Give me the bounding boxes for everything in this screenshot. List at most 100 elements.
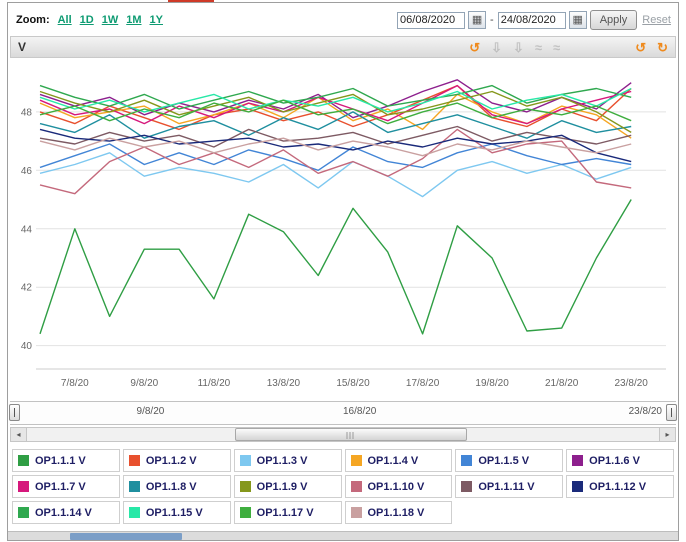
annotation-icon-1[interactable]: ≈ <box>534 39 543 55</box>
legend-label: OP1.1.8 V <box>145 480 197 493</box>
legend-item[interactable]: OP1.1.2 V <box>122 449 231 472</box>
zoom-controls: Zoom: All 1D 1W 1M 1Y <box>16 14 163 26</box>
svg-text:44: 44 <box>21 224 33 235</box>
chart-scrollbar[interactable]: ◂ ▸ <box>10 427 676 442</box>
legend-swatch-icon <box>18 481 29 492</box>
legend-item[interactable]: OP1.1.4 V <box>344 449 453 472</box>
legend-label: OP1.1.18 V <box>367 506 425 519</box>
svg-text:21/8/20: 21/8/20 <box>545 378 579 389</box>
range-navigator[interactable]: 9/8/20 16/8/20 23/8/20 <box>9 401 677 425</box>
legend-label: OP1.1.9 V <box>256 480 308 493</box>
page-scrollbar[interactable] <box>8 531 678 540</box>
legend-item[interactable]: OP1.1.17 V <box>233 501 342 524</box>
legend-item[interactable]: OP1.1.8 V <box>122 475 231 498</box>
legend-swatch-icon <box>239 481 251 492</box>
line-chart[interactable]: 40 42 44 46 48 7/8/20 9/8/20 11/8/20 13/8/20 15/8… <box>10 59 676 399</box>
chart-panel: Zoom: All 1D 1W 1M 1Y ▦ - ▦ Apply Reset V ↺ ⇩… <box>7 2 679 541</box>
legend-item[interactable]: OP1.1.15 V <box>122 501 231 524</box>
legend-item[interactable]: OP1.1.10 V <box>344 475 453 498</box>
zoom-all-button[interactable]: All <box>57 14 72 26</box>
legend-label: OP1.1.12 V <box>589 480 647 493</box>
calendar-from-icon[interactable]: ▦ <box>468 11 487 29</box>
zoom-1w-button[interactable]: 1W <box>101 14 119 26</box>
legend-label: OP1.1.7 V <box>35 480 86 493</box>
svg-text:13/8/20: 13/8/20 <box>267 378 301 389</box>
scroll-right-icon[interactable]: ▸ <box>659 428 675 441</box>
svg-text:9/8/20: 9/8/20 <box>130 378 158 389</box>
annotation-icon-2[interactable]: ≈ <box>553 39 561 55</box>
svg-text:42: 42 <box>21 283 33 294</box>
legend-label: OP1.1.1 V <box>35 454 86 467</box>
zoom-1d-button[interactable]: 1D <box>79 14 94 26</box>
navigator-label: 23/8/20 <box>628 406 662 417</box>
legend-swatch-icon <box>350 481 362 492</box>
legend-swatch-icon <box>18 507 29 518</box>
navigator-label: 9/8/20 <box>136 406 165 417</box>
rotate-left-icon[interactable]: ↺ <box>635 39 647 55</box>
legend-label: OP1.1.17 V <box>256 506 314 519</box>
chart-header-bar: V ↺ ⇩ ⇩ ≈ ≈ ↺ ↻ <box>10 36 676 58</box>
navigator-left-handle[interactable] <box>9 404 20 421</box>
download-image-icon[interactable]: ⇩ <box>491 39 502 55</box>
legend-swatch-icon <box>128 507 140 518</box>
svg-text:46: 46 <box>21 166 33 177</box>
legend-label: OP1.1.14 V <box>35 506 92 519</box>
chart-scrollbar-thumb[interactable] <box>235 428 467 441</box>
legend-item[interactable]: OP1.1.12 V <box>566 475 674 498</box>
apply-button[interactable]: Apply <box>589 10 638 30</box>
svg-text:15/8/20: 15/8/20 <box>336 378 370 389</box>
svg-text:17/8/20: 17/8/20 <box>406 378 440 389</box>
toolbar: Zoom: All 1D 1W 1M 1Y ▦ - ▦ Apply Reset <box>8 3 678 34</box>
legend-label: OP1.1.4 V <box>367 454 419 467</box>
legend-swatch-icon <box>461 481 473 492</box>
navigator-right-handle[interactable] <box>666 404 677 421</box>
legend-label: OP1.1.10 V <box>367 480 425 493</box>
legend-swatch-icon <box>128 481 140 492</box>
legend-item[interactable]: OP1.1.14 V <box>12 501 120 524</box>
legend-label: OP1.1.6 V <box>589 454 640 467</box>
svg-text:11/8/20: 11/8/20 <box>198 378 231 389</box>
date-from-input[interactable] <box>397 11 466 29</box>
legend-item[interactable]: OP1.1.1 V <box>12 449 120 472</box>
date-range-separator: - <box>490 14 494 26</box>
handle-grip-line <box>671 408 672 417</box>
date-to-input[interactable] <box>497 11 566 29</box>
legend-item[interactable]: OP1.1.18 V <box>344 501 453 524</box>
svg-text:7/8/20: 7/8/20 <box>61 378 89 389</box>
refresh-icon[interactable]: ↺ <box>469 39 481 55</box>
chart-area[interactable]: 40 42 44 46 48 7/8/20 9/8/20 11/8/20 13/8/20 15/8… <box>10 59 676 399</box>
legend-swatch-icon <box>572 481 584 492</box>
legend-label: OP1.1.3 V <box>256 454 308 467</box>
handle-grip-line <box>14 408 15 417</box>
legend-item[interactable]: OP1.1.3 V <box>233 449 342 472</box>
legend-item[interactable]: OP1.1.11 V <box>455 475 564 498</box>
legend-item[interactable]: OP1.1.9 V <box>233 475 342 498</box>
legend-swatch-icon <box>572 455 584 466</box>
legend-item[interactable]: OP1.1.5 V <box>455 449 564 472</box>
legend-swatch-icon <box>239 455 251 466</box>
legend-swatch-icon <box>461 455 473 466</box>
download-data-icon[interactable]: ⇩ <box>513 39 524 55</box>
legend-label: OP1.1.2 V <box>145 454 197 467</box>
legend-item[interactable]: OP1.1.6 V <box>566 449 674 472</box>
browser-tab-underline <box>168 0 214 3</box>
zoom-1y-button[interactable]: 1Y <box>149 14 163 26</box>
date-range-controls: ▦ - ▦ Apply Reset <box>397 10 673 30</box>
legend-label: OP1.1.5 V <box>478 454 530 467</box>
page-scrollbar-thumb[interactable] <box>70 533 182 540</box>
chart-toolbar-icons: ↺ ⇩ ⇩ ≈ ≈ ↺ ↻ <box>469 41 668 54</box>
legend-swatch-icon <box>350 455 362 466</box>
legend-swatch-icon <box>18 455 29 466</box>
scroll-left-icon[interactable]: ◂ <box>11 428 27 441</box>
chart-axis-title: V <box>18 40 27 54</box>
legend-swatch-icon <box>350 507 362 518</box>
legend-swatch-icon <box>128 455 140 466</box>
scrollbar-grip-icon <box>346 432 356 439</box>
rotate-right-icon[interactable]: ↻ <box>657 39 668 55</box>
legend-label: OP1.1.15 V <box>145 506 203 519</box>
legend-swatch-icon <box>239 507 251 518</box>
reset-link[interactable]: Reset <box>642 14 671 26</box>
legend-item[interactable]: OP1.1.7 V <box>12 475 120 498</box>
calendar-to-icon[interactable]: ▦ <box>568 11 587 29</box>
zoom-1m-button[interactable]: 1M <box>126 14 142 26</box>
